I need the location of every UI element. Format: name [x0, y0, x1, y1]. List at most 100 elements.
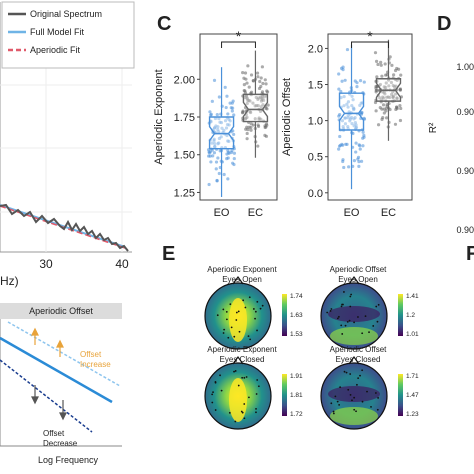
electrode-dot	[376, 408, 379, 411]
data-point	[358, 103, 362, 107]
data-point	[339, 66, 344, 71]
legend-aperiodic: Aperiodic Fit	[30, 45, 81, 55]
electrode-dot	[234, 370, 237, 372]
data-point	[353, 116, 357, 120]
data-point	[378, 106, 382, 110]
electrode-dot	[230, 326, 233, 329]
electrode-dot	[245, 376, 248, 378]
data-point	[337, 147, 341, 151]
data-point	[246, 127, 250, 132]
data-point	[338, 143, 342, 147]
data-point	[258, 95, 263, 99]
colorbar-label: 1.23	[406, 411, 419, 418]
data-point	[222, 128, 226, 133]
significance-star: *	[236, 28, 242, 44]
data-point	[217, 116, 221, 121]
data-point	[230, 101, 234, 105]
spectrum-xtick-40: 40	[115, 257, 129, 271]
data-point	[357, 143, 361, 147]
data-point	[251, 123, 256, 127]
data-point	[226, 156, 230, 160]
significance-bracket	[351, 41, 389, 48]
data-point	[395, 96, 399, 100]
colorbar	[282, 374, 287, 416]
increase-label-1: Offset	[80, 350, 102, 359]
data-point	[263, 125, 267, 130]
data-point	[382, 111, 386, 115]
box-EO	[338, 92, 365, 131]
schematic-title-bar	[0, 303, 122, 319]
data-point	[343, 116, 347, 120]
data-point	[224, 126, 229, 130]
data-point	[397, 67, 401, 71]
data-point	[247, 85, 251, 89]
data-point	[343, 122, 348, 126]
electrode-dot	[255, 407, 257, 410]
electrode-dot	[330, 308, 333, 310]
data-point	[210, 148, 214, 152]
electrode-dot	[261, 304, 264, 307]
electrode-dot	[361, 400, 364, 403]
data-point	[215, 179, 219, 183]
data-point	[362, 80, 366, 84]
data-point	[256, 124, 261, 129]
electrode-dot	[242, 299, 245, 302]
category-label: EO	[344, 207, 360, 219]
electrode-dot	[348, 319, 351, 322]
panel-letter-d: D	[437, 13, 451, 35]
electrode-dot	[234, 420, 237, 423]
data-point	[358, 79, 363, 83]
data-point	[220, 126, 224, 130]
data-point	[384, 81, 388, 85]
electrode-dot	[241, 376, 244, 379]
data-point	[259, 117, 263, 121]
electrode-dot	[257, 385, 260, 388]
electrode-dot	[351, 399, 353, 402]
electrode-dot	[353, 396, 356, 399]
data-point	[383, 62, 387, 66]
electrode-dot	[248, 296, 251, 299]
data-point	[209, 160, 213, 164]
data-point	[352, 159, 357, 163]
data-point	[337, 114, 341, 118]
colorbar-label: 1.72	[290, 411, 303, 418]
data-point	[208, 110, 212, 114]
data-point	[210, 141, 214, 145]
data-point	[381, 115, 385, 120]
data-point	[241, 71, 245, 75]
electrode-dot	[356, 383, 358, 386]
schematic-title: Aperiodic Offset	[29, 306, 93, 316]
electrode-dot	[237, 310, 240, 313]
data-point	[384, 85, 388, 90]
ytick-label: 1.25	[174, 187, 195, 199]
electrode-dot	[254, 317, 256, 320]
electrode-dot	[345, 371, 348, 374]
data-point	[214, 160, 219, 164]
nose-marker	[232, 275, 244, 285]
decrease-label-2: Decrease	[43, 439, 78, 448]
data-point	[391, 95, 395, 99]
topomap-title: Eyes Open	[222, 275, 262, 284]
data-point	[361, 136, 365, 140]
data-point	[226, 112, 230, 116]
data-point	[394, 92, 398, 96]
electrode-dot	[243, 403, 246, 405]
electrode-dot	[212, 391, 214, 394]
electrode-dot	[359, 374, 361, 377]
data-point	[265, 123, 269, 127]
data-point	[216, 127, 220, 132]
data-point	[226, 148, 230, 153]
colorbar-label: 1.47	[406, 392, 419, 399]
data-point	[251, 101, 255, 105]
data-point	[212, 151, 217, 155]
data-point	[393, 68, 398, 73]
data-point	[210, 99, 214, 103]
box-EC	[242, 93, 269, 123]
data-point	[348, 119, 352, 123]
ytick-label: 0.0	[308, 188, 323, 200]
data-point	[346, 116, 350, 120]
data-point	[386, 95, 390, 99]
data-point	[355, 85, 359, 89]
